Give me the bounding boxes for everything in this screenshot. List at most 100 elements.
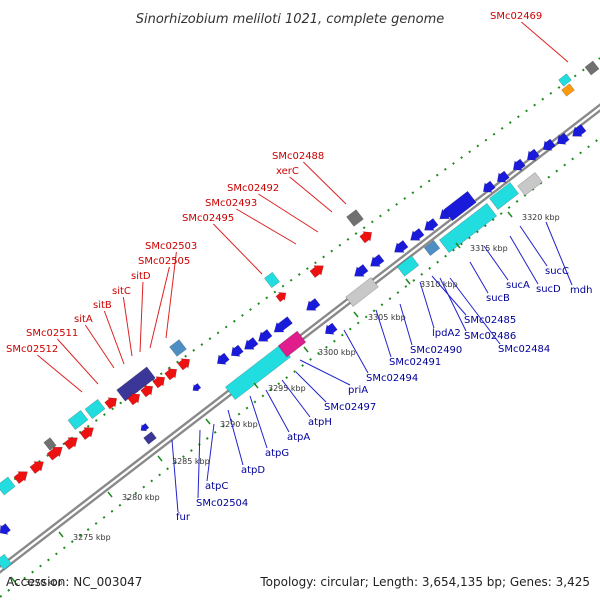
forward-leader-line xyxy=(165,251,177,339)
reverse-feature-6 xyxy=(230,344,244,357)
reverse-feature-25 xyxy=(489,182,519,210)
reverse-leader-line xyxy=(343,329,369,374)
reverse-feature-12 xyxy=(277,330,307,358)
tick-mark xyxy=(205,418,211,425)
reverse-gene-label[interactable]: SMc02490 xyxy=(410,345,462,356)
reverse-feature-7 xyxy=(244,337,259,350)
reverse-gene-label[interactable]: SMc02486 xyxy=(464,331,516,342)
reverse-leader-line xyxy=(483,245,509,281)
forward-leader-line xyxy=(521,21,569,63)
reverse-leader-line xyxy=(439,277,467,332)
reverse-leader-line xyxy=(249,395,268,449)
forward-gene-label[interactable]: SMc02488 xyxy=(272,151,324,162)
position-ticks: 3270 kbp 3275 kbp 3280 kbp 3285 kbp 3290 kbp… xyxy=(10,211,560,587)
tick-label: 3285 kbp xyxy=(172,457,210,466)
reverse-gene-label[interactable]: sucD xyxy=(536,284,561,295)
summary-text: Topology: circular; Length: 3,654,135 bp… xyxy=(259,575,590,589)
reverse-gene-label[interactable]: atpA xyxy=(287,432,310,443)
reverse-gene-label[interactable]: SMc02484 xyxy=(498,344,550,355)
forward-feature-8 xyxy=(84,399,106,419)
reverse-gene-label[interactable]: SMc02504 xyxy=(196,498,248,509)
reverse-gene-label[interactable]: priA xyxy=(348,385,368,396)
tick-mark xyxy=(303,346,309,353)
forward-gene-label[interactable]: SMc02469 xyxy=(490,11,542,22)
reverse-feature-31 xyxy=(542,138,556,151)
forward-feature-19 xyxy=(309,265,324,278)
reverse-leader-line xyxy=(509,235,539,285)
reverse-gene-label[interactable]: atpC xyxy=(205,481,228,492)
forward-gene-label[interactable]: SMc02493 xyxy=(205,198,257,209)
reverse-gene-label[interactable]: fur xyxy=(176,512,191,523)
tick-label: 3305 kbp xyxy=(368,313,406,322)
forward-gene-label[interactable]: SMc02511 xyxy=(26,328,78,339)
reverse-gene-label[interactable]: SMc02485 xyxy=(464,315,516,326)
reverse-leader-line xyxy=(265,389,290,433)
forward-feature-13 xyxy=(152,376,166,389)
forward-leader-line xyxy=(303,161,347,205)
reverse-gene-label[interactable]: SMc02491 xyxy=(389,357,441,368)
forward-leader-line xyxy=(84,324,115,369)
forward-gene-label[interactable]: SMc02495 xyxy=(182,213,234,224)
reverse-feature-24 xyxy=(438,203,498,253)
forward-feature-24 xyxy=(584,60,600,76)
forward-feature-0 xyxy=(0,476,16,496)
forward-feature-4 xyxy=(63,437,78,450)
forward-gene-label[interactable]: sitA xyxy=(74,314,93,325)
forward-feature-15 xyxy=(177,358,191,371)
forward-feature-10 xyxy=(116,366,156,402)
reverse-feature-33 xyxy=(572,124,587,137)
forward-gene-label[interactable]: SMc02505 xyxy=(138,256,190,267)
reverse-gene-label[interactable]: atpD xyxy=(241,465,265,476)
reverse-gene-label[interactable]: sucB xyxy=(486,293,510,304)
reverse-leader-line xyxy=(399,303,413,346)
forward-feature-11 xyxy=(127,393,141,406)
tick-label: 3315 kbp xyxy=(470,244,508,253)
reverse-gene-label[interactable]: sucA xyxy=(506,280,530,291)
forward-feature-6 xyxy=(43,437,57,451)
reverse-feature-32 xyxy=(556,132,570,145)
forward-gene-label[interactable]: sitC xyxy=(112,286,131,297)
forward-leader-line xyxy=(149,266,170,349)
reverse-gene-label[interactable]: atpH xyxy=(308,417,332,428)
forward-leader-line xyxy=(213,223,263,275)
reverse-gene-label[interactable]: sucC xyxy=(545,266,569,277)
forward-gene-label[interactable]: SMc02492 xyxy=(227,183,279,194)
reverse-feature-1 xyxy=(0,553,12,571)
reverse-gene-label[interactable]: SMc02494 xyxy=(366,373,418,384)
reverse-leader-line xyxy=(197,429,201,499)
reverse-gene-label[interactable]: SMc02497 xyxy=(324,402,376,413)
forward-leader-line xyxy=(122,296,133,357)
tick-mark xyxy=(157,455,163,462)
forward-feature-18 xyxy=(275,292,287,303)
tick-label: 3275 kbp xyxy=(73,533,111,542)
reverse-leader-line xyxy=(299,359,351,386)
tick-mark xyxy=(253,382,259,389)
tick-label: 3270 kbp xyxy=(25,578,63,587)
reverse-gene-label[interactable]: atpG xyxy=(265,448,289,459)
forward-feature-12 xyxy=(140,385,154,398)
reverse-gene-label[interactable]: mdh xyxy=(570,285,592,296)
reverse-leader-line xyxy=(295,371,327,403)
reverse-feature-23 xyxy=(396,255,420,277)
forward-feature-22 xyxy=(558,73,572,87)
reverse-gene-label[interactable]: lpdA2 xyxy=(432,328,461,339)
forward-leader-line xyxy=(57,338,99,385)
tick-label: 3280 kbp xyxy=(122,493,160,502)
forward-gene-label[interactable]: SMc02503 xyxy=(145,241,197,252)
reverse-feature-10 xyxy=(306,298,321,311)
reverse-feature-21 xyxy=(443,190,477,222)
forward-leader-line xyxy=(103,310,125,365)
features-forward-strand xyxy=(0,60,600,496)
forward-feature-2 xyxy=(29,461,44,474)
reverse-feature-18 xyxy=(410,228,425,241)
reverse-feature-4 xyxy=(192,382,202,392)
reverse-feature-16 xyxy=(370,254,385,267)
tick-label: 3300 kbp xyxy=(318,348,356,357)
forward-gene-label[interactable]: sitD xyxy=(131,271,151,282)
tick-mark xyxy=(405,278,411,285)
forward-gene-label[interactable]: xerC xyxy=(276,166,299,177)
forward-gene-label[interactable]: SMc02512 xyxy=(6,344,58,355)
label-leader-lines xyxy=(37,21,573,513)
forward-gene-label[interactable]: sitB xyxy=(93,300,112,311)
